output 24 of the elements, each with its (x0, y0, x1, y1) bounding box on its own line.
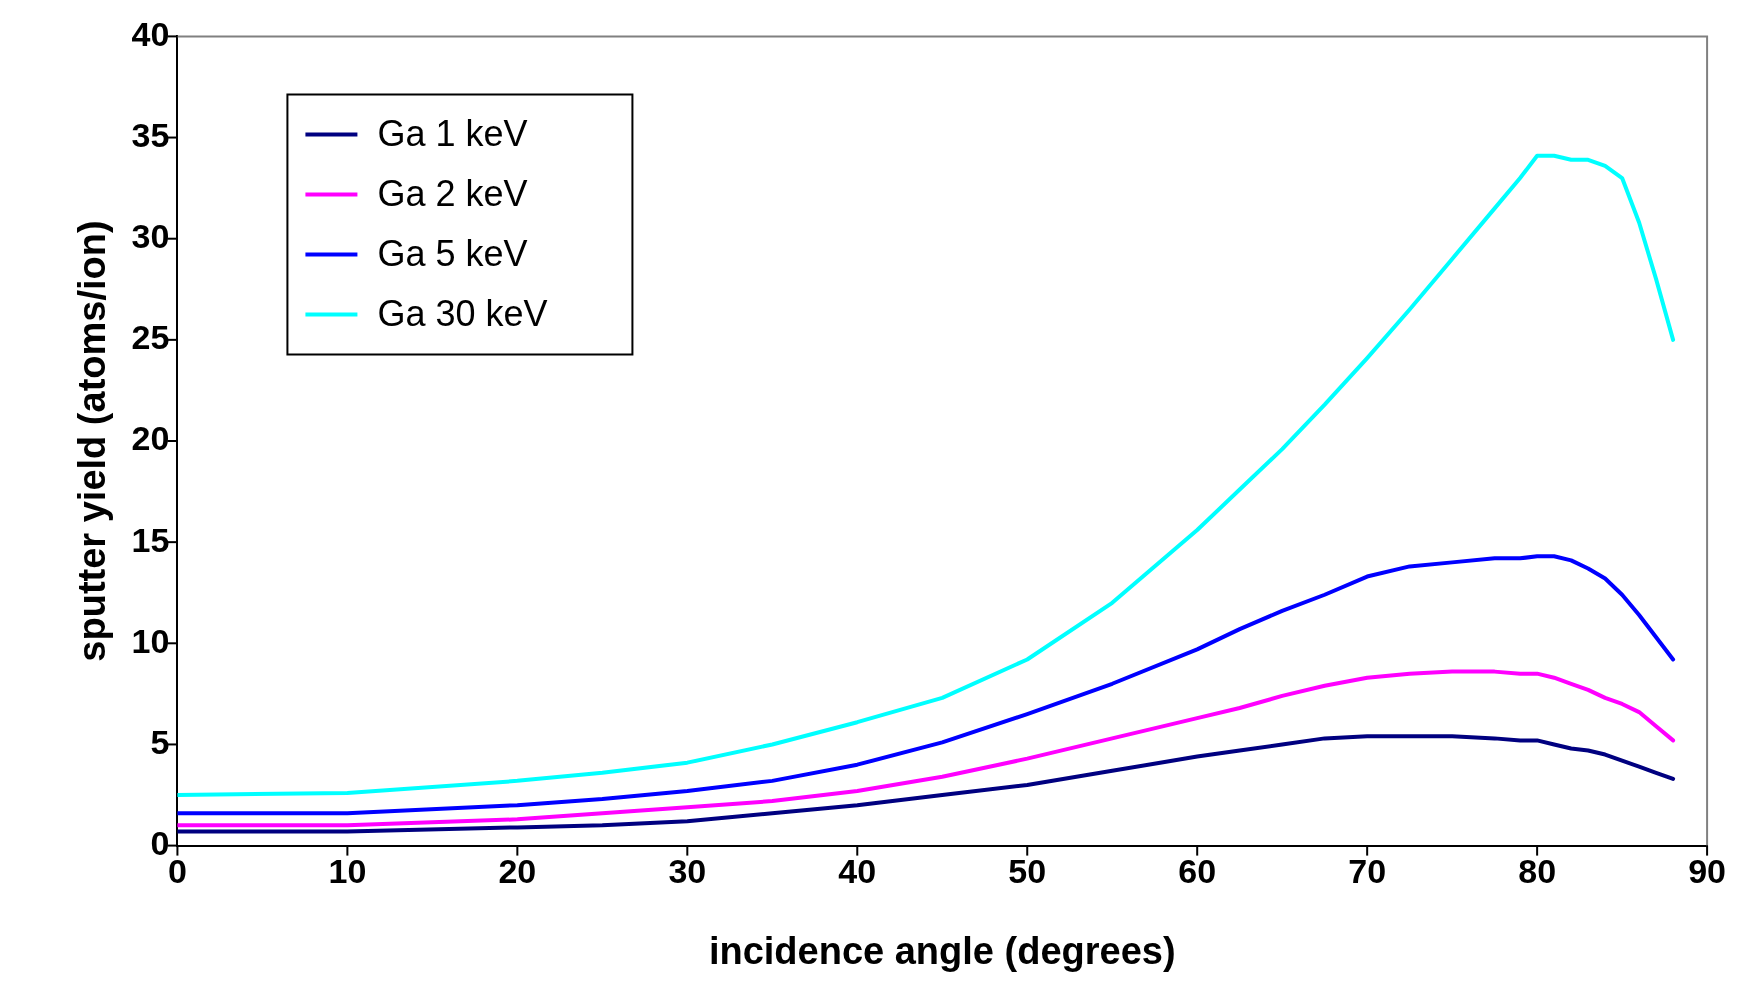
y-axis-title: sputter yield (atoms/ion) (71, 220, 114, 662)
y-tick-label: 35 (131, 115, 170, 154)
x-tick-label: 50 (1008, 852, 1047, 891)
x-tick-label: 70 (1348, 852, 1387, 891)
x-tick-label: 10 (328, 852, 367, 891)
y-tick-label: 25 (131, 318, 170, 357)
legend-label: Ga 1 keV (377, 113, 528, 155)
legend-label: Ga 30 keV (377, 293, 548, 335)
y-tick-label: 30 (131, 217, 170, 256)
y-tick-label: 10 (131, 621, 170, 660)
x-tick-label: 90 (1688, 852, 1726, 891)
y-tick-label: 15 (131, 520, 170, 559)
x-tick-label: 60 (1178, 852, 1217, 891)
y-tick-label: 40 (131, 14, 170, 53)
x-axis-title: incidence angle (degrees) (708, 929, 1176, 972)
x-tick-label: 30 (668, 852, 707, 891)
legend-label: Ga 2 keV (377, 173, 528, 215)
legend-label: Ga 5 keV (377, 233, 528, 275)
y-tick-label: 5 (150, 722, 170, 761)
x-tick-label: 80 (1518, 852, 1557, 891)
x-tick-label: 40 (838, 852, 877, 891)
x-tick-label: 20 (498, 852, 537, 891)
y-tick-label: 0 (150, 823, 170, 862)
y-tick-label: 20 (131, 419, 170, 458)
